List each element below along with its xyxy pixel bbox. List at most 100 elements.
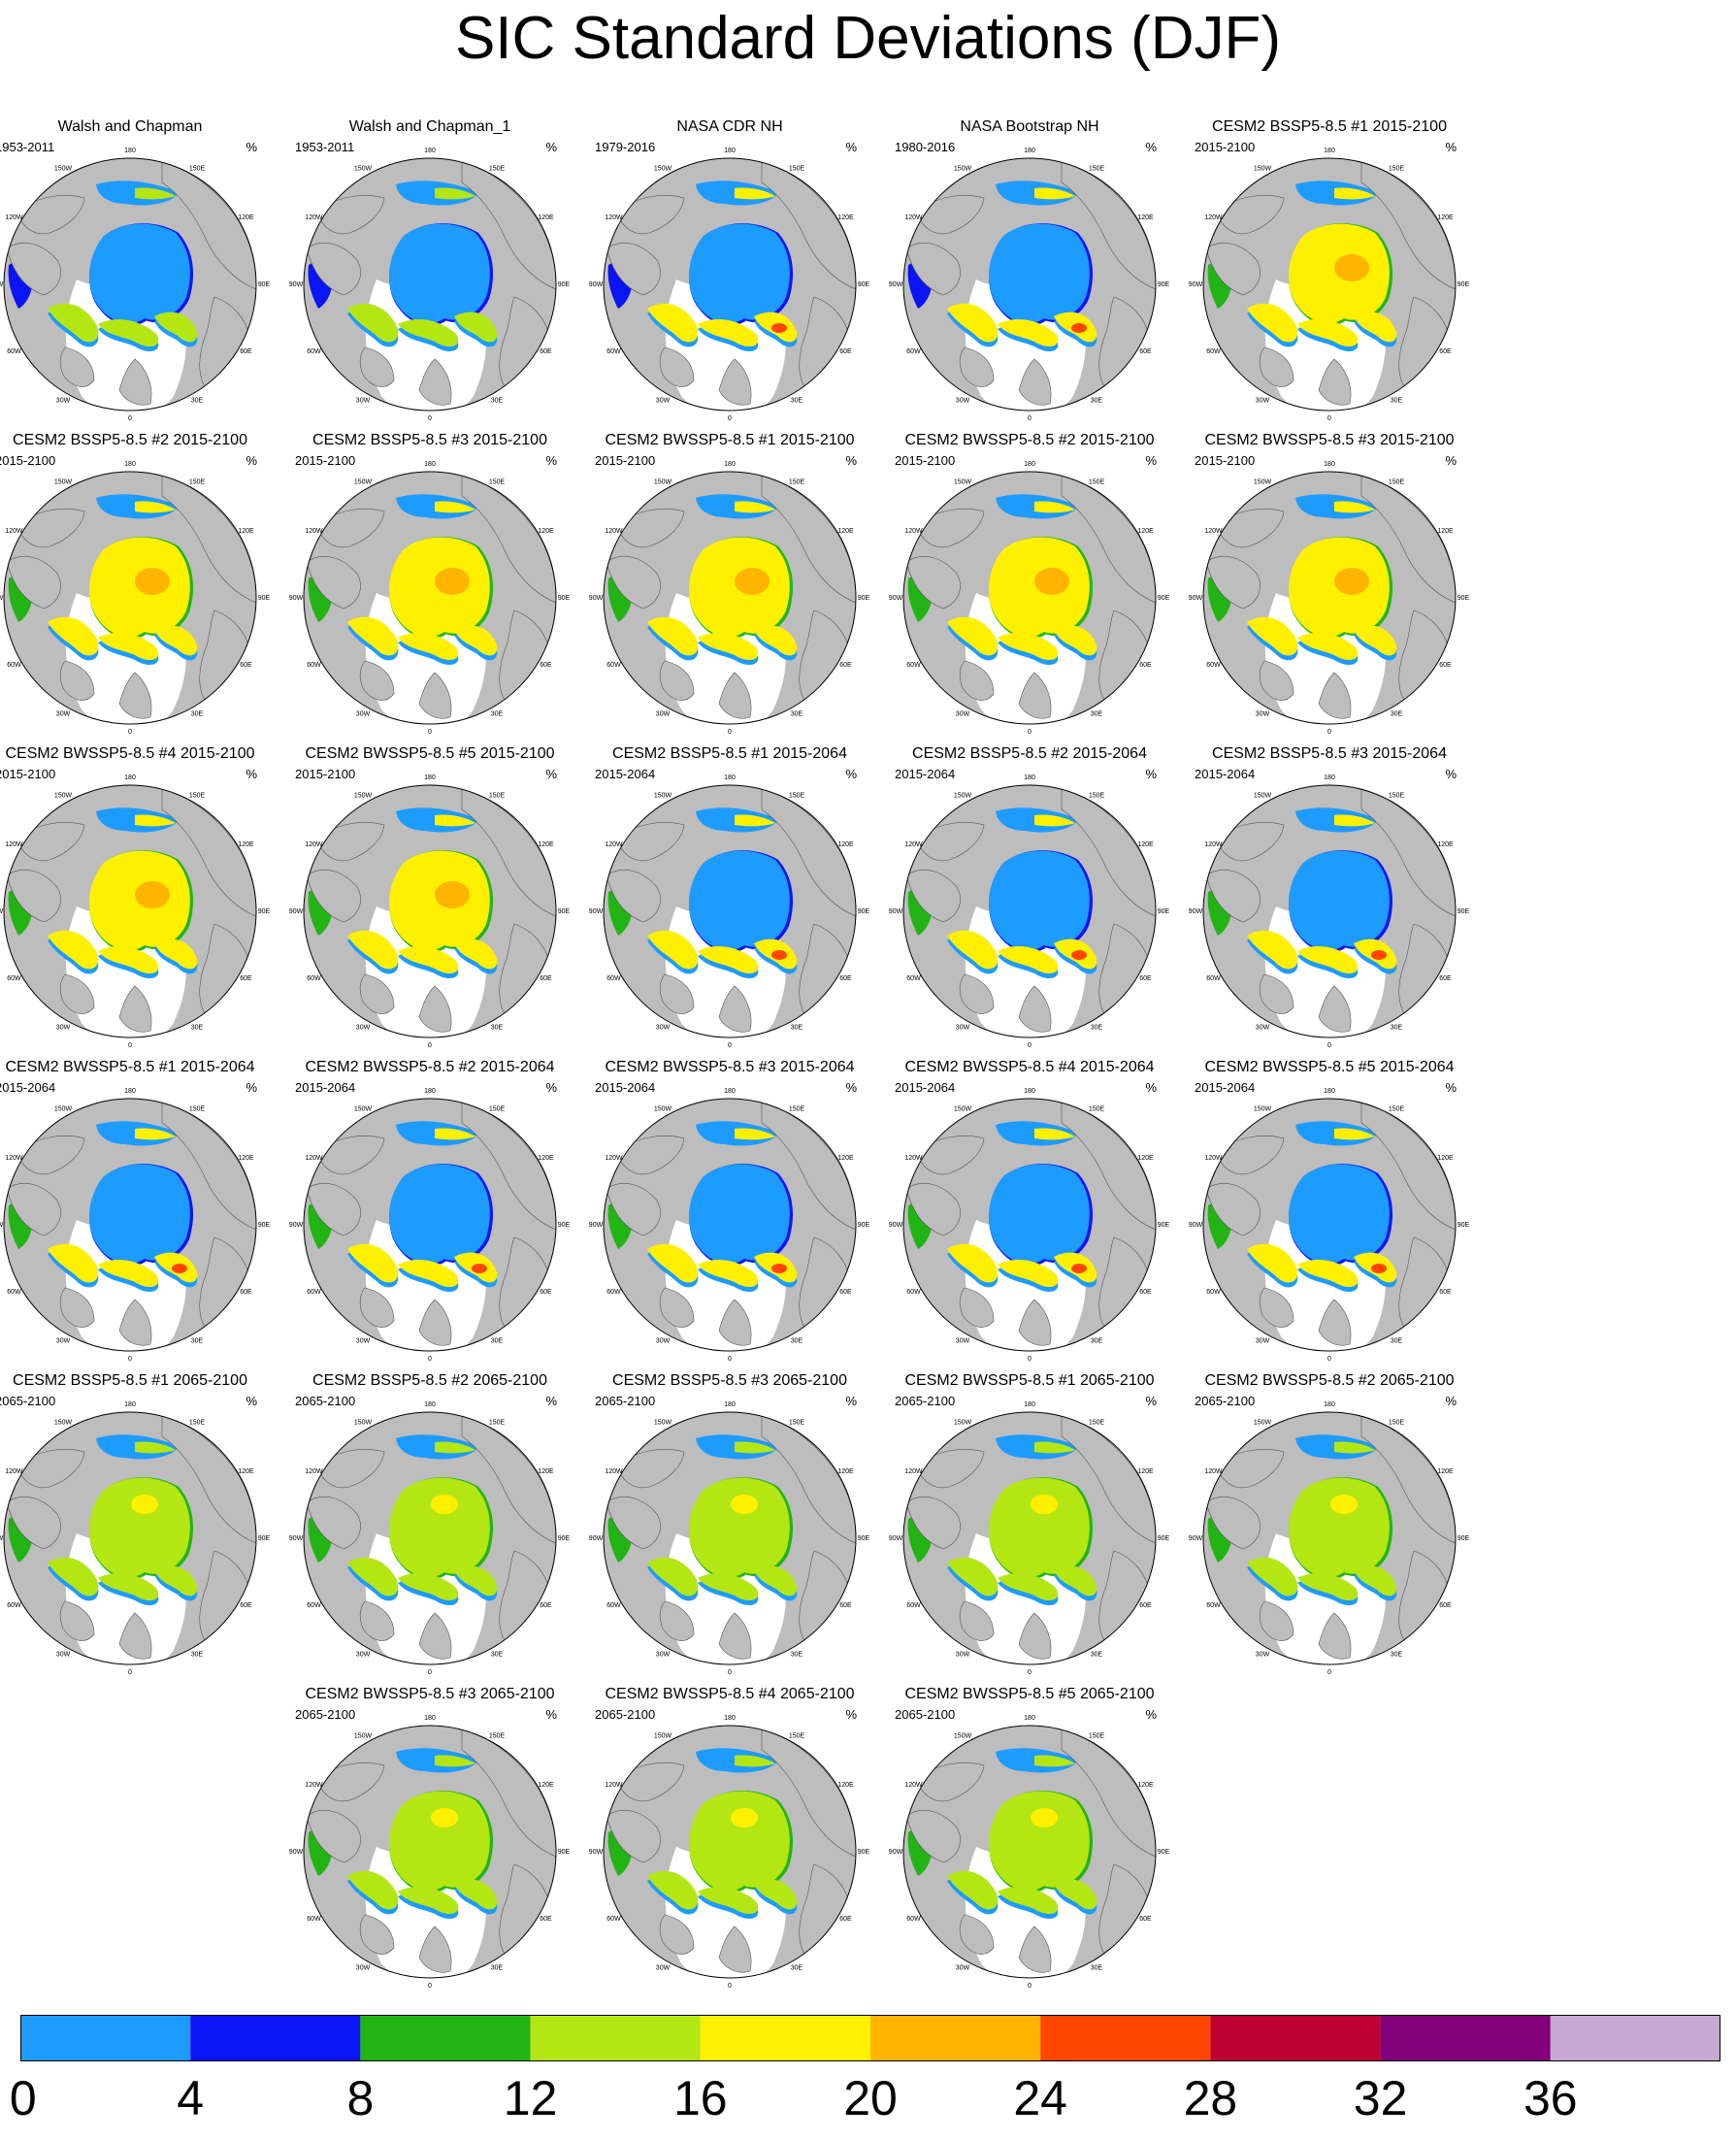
landmass [959,1287,995,1328]
longitude-label: 150W [54,165,73,172]
longitude-label: 150E [1089,478,1105,485]
longitude-label: 30E [1091,398,1103,405]
ice-central [688,1477,790,1577]
longitude-label: 150E [189,1419,206,1426]
longitude-label: 60W [906,1602,921,1609]
longitude-label: 30W [956,1965,970,1972]
panel-title: CESM2 BSSP5-8.5 #1 2015-2100 [1212,118,1447,135]
longitude-label: 150W [954,1419,972,1426]
colorbar-swatch [360,2015,531,2061]
map-border [3,157,257,412]
longitude-label: 120W [305,214,323,221]
longitude-label: 60E [540,1289,552,1296]
longitude-label: 150W [354,1105,373,1112]
longitude-label: 30W [956,1025,970,1032]
longitude-label: 30E [491,1025,504,1032]
ice-tongue [347,930,399,970]
longitude-label: 30E [1391,398,1403,405]
landmass [959,346,995,387]
longitude-label: 90E [558,595,571,602]
panel-title: CESM2 BWSSP5-8.5 #4 2015-2064 [904,1059,1155,1075]
polar-map: 180 150E 120E 90E 60E 30E 0 30W 60W 90W 120W 150W [289,774,571,1049]
panel-unit: % [1445,453,1457,468]
longitude-label: 90E [1158,595,1170,602]
landmass [915,509,985,548]
landmass [915,822,985,862]
ice-tongue [98,1573,159,1601]
panel-title: NASA CDR NH [676,118,783,135]
panel-unit: % [1145,1707,1157,1722]
longitude-label: 150E [189,1105,206,1112]
longitude-label: 180 [1324,1401,1335,1408]
ice-central-max [435,568,470,595]
ice-pacific-core [1034,1128,1075,1140]
longitude-label: 30E [191,1338,204,1345]
longitude-label: 90W [289,595,304,602]
polar-map: 180 150E 120E 90E 60E 30E 0 30W 60W 90W 120W 150W [589,1088,870,1363]
panel-title: CESM2 BWSSP5-8.5 #5 2015-2064 [1204,1059,1455,1075]
longitude-label: 120E [1137,1468,1154,1475]
panel-period: 2065-2100 [1195,1394,1256,1408]
landmass [905,555,961,609]
longitude-label: 0 [1327,415,1331,422]
longitude-label: 90W [1189,1535,1203,1542]
landmass [1215,195,1285,235]
longitude-label: 30W [956,398,970,405]
landmass [1018,1299,1052,1346]
ice-tongue [698,1260,759,1288]
ice-central [988,1791,1090,1891]
longitude-label: 150E [189,478,206,485]
landmass [59,1287,95,1328]
ice-tongue [154,312,198,343]
ice-central [988,223,1090,323]
panel-title: Walsh and Chapman [57,118,203,135]
longitude-label: 150E [789,165,805,172]
longitude-label: 90W [589,281,604,288]
colorbar-tick-label: 16 [672,2071,728,2125]
landmass [915,1762,985,1802]
panel-period: 2015-2064 [295,1080,356,1095]
ice-pacific-core [735,501,775,513]
longitude-label: 150W [654,165,672,172]
panel-unit: % [246,1080,257,1095]
longitude-label: 150E [489,1105,506,1112]
longitude-label: 180 [1324,1088,1335,1095]
panel-unit: % [1145,1394,1157,1408]
longitude-label: 60W [606,1916,621,1923]
longitude-label: 0 [728,1669,732,1676]
longitude-label: 30E [791,1965,803,1972]
longitude-label: 120W [1204,528,1223,535]
map-border [303,1411,557,1665]
longitude-label: 180 [724,774,736,781]
longitude-label: 60W [7,348,21,355]
longitude-label: 60E [1139,348,1152,355]
longitude-label: 30W [1256,1025,1270,1032]
polar-map: 180 150E 120E 90E 60E 30E 0 30W 60W 90W 120W 150W [289,148,571,422]
ice-pacific-core [1034,1755,1075,1767]
longitude-label: 60W [307,975,321,982]
panel-title: CESM2 BWSSP5-8.5 #3 2015-2100 [1204,432,1455,448]
longitude-label: 90E [1458,595,1470,602]
panel-period: 2015-2100 [1195,140,1256,154]
panel-title: CESM2 BWSSP5-8.5 #3 2015-2064 [605,1059,855,1075]
longitude-label: 180 [124,1401,136,1408]
longitude-label: 150E [1389,792,1405,799]
longitude-label: 0 [1327,729,1331,736]
polar-map: 180 150E 120E 90E 60E 30E 0 30W 60W 90W 120W 150W [589,1401,870,1676]
longitude-label: 150W [654,478,672,485]
longitude-label: 60E [1439,1289,1452,1296]
map-border [303,1098,557,1352]
longitude-label: 120W [5,1468,23,1475]
landmass [359,1600,395,1641]
longitude-label: 150W [54,1105,73,1112]
longitude-label: 90W [0,1222,4,1229]
longitude-label: 60W [1206,662,1221,669]
longitude-label: 150W [954,478,972,485]
panel-period: 1953-2011 [295,140,355,154]
longitude-label: 180 [424,1401,436,1408]
longitude-label: 0 [728,415,732,422]
longitude-label: 30E [1091,1025,1103,1032]
polar-map: 180 150E 120E 90E 60E 30E 0 30W 60W 90W 120W 150W [289,1088,571,1363]
ice-tongue [398,319,459,347]
landmass [359,346,395,387]
